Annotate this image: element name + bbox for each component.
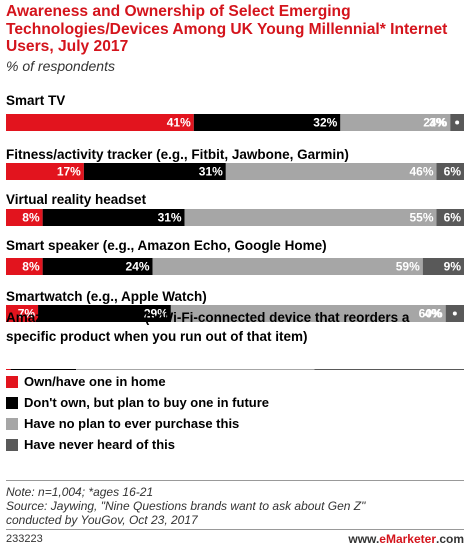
bar-value-label: 17% (57, 165, 81, 179)
bar-segment (314, 369, 464, 370)
brand-link[interactable]: www.eMarketer.com (348, 532, 464, 546)
bar-value-label: 46% (409, 165, 433, 179)
brand-prefix: www. (348, 532, 380, 546)
bar-value-label: 31% (158, 211, 182, 225)
bar-segment (38, 305, 171, 322)
legend-swatch-own (6, 375, 18, 388)
brand-suffix: .com (435, 532, 464, 546)
bar-segment (42, 209, 185, 226)
bar-segment (6, 209, 43, 226)
bar-segment (225, 163, 437, 180)
category-label: Amazon Dash button (a Wi-Fi-connected de… (6, 310, 410, 325)
bar-value-label: 24% (423, 116, 447, 130)
bar-segment (170, 305, 446, 322)
divider-bottom (6, 529, 464, 530)
legend: Own/have one in home Don't own, but plan… (6, 371, 269, 455)
legend-swatch-no-plan (6, 417, 18, 430)
legend-swatch-plan-to-buy (6, 396, 18, 409)
category-label: specific product when you run out of tha… (6, 329, 308, 344)
bar-segment (6, 163, 84, 180)
source-line: Source: Jaywing, "Nine Questions brands … (6, 499, 366, 513)
bar-segment (76, 369, 315, 370)
bar-value-label: 59% (396, 260, 420, 274)
bar-segment (422, 258, 464, 275)
notes: Note: n=1,004; *ages 16-21 Source: Jaywi… (6, 485, 461, 527)
bar-segment (10, 369, 77, 370)
legend-label-no-plan: Have no plan to ever purchase this (24, 416, 240, 431)
legend-swatch-never-heard (6, 438, 18, 451)
bar-value-label: 29% (144, 307, 168, 321)
legend-label-plan-to-buy: Don't own, but plan to buy one in future (24, 395, 270, 410)
category-label: Smartwatch (e.g., Apple Watch) (6, 289, 207, 304)
bar-value-label: 8% (22, 260, 40, 274)
divider-top (6, 480, 464, 481)
bar-segment (6, 114, 194, 131)
source-line-2: conducted by YouGov, Oct 23, 2017 (6, 513, 198, 527)
bar-segment (6, 305, 39, 322)
footer: 233223 www.eMarketer.com (6, 532, 464, 546)
bar-value-label: 6% (444, 211, 462, 225)
bar-value-label: 60% (419, 307, 443, 321)
bar-value-label: 55% (409, 211, 433, 225)
bar-value-label: 6% (444, 165, 462, 179)
bar-value-label: 24% (126, 260, 150, 274)
bar-segment (436, 163, 464, 180)
bar-value-label: 32% (313, 116, 337, 130)
bar-value-label: 4% (424, 307, 442, 321)
chart-subtitle: % of respondents (6, 58, 115, 74)
bar-segment (340, 114, 451, 131)
chart-id: 233223 (6, 533, 43, 545)
legend-item-never-heard: Have never heard of this (6, 434, 269, 455)
bar-segment (193, 114, 341, 131)
brand-name: eMarketer (379, 532, 436, 546)
bar-segment (83, 163, 226, 180)
legend-item-own: Own/have one in home (6, 371, 269, 392)
callout-dot (452, 311, 457, 316)
bar-segment (152, 258, 423, 275)
category-label: Virtual reality headset (6, 192, 147, 207)
bar-segment (184, 209, 437, 226)
bar-value-label: 9% (444, 260, 462, 274)
bar-segment (436, 209, 464, 226)
bar-segment (6, 258, 43, 275)
legend-item-no-plan: Have no plan to ever purchase this (6, 413, 269, 434)
category-label: Fitness/activity tracker (e.g., Fitbit, … (6, 147, 349, 162)
legend-label-own: Own/have one in home (24, 374, 166, 389)
note-line: Note: n=1,004; *ages 16-21 (6, 485, 154, 499)
callout-dot (455, 120, 460, 125)
bar-value-label: 3% (429, 116, 447, 130)
bar-value-label: 41% (167, 116, 191, 130)
bar-value-label: 8% (22, 211, 40, 225)
bar-segment (42, 258, 153, 275)
category-label: Smart speaker (e.g., Amazon Echo, Google… (6, 238, 327, 253)
legend-item-plan-to-buy: Don't own, but plan to buy one in future (6, 392, 269, 413)
bar-segment (6, 369, 11, 370)
chart-title: Awareness and Ownership of Select Emergi… (6, 3, 448, 55)
bar-value-label: 31% (199, 165, 223, 179)
category-label: Smart TV (6, 93, 65, 108)
bar-value-label: 7% (18, 307, 36, 321)
legend-label-never-heard: Have never heard of this (24, 437, 175, 452)
